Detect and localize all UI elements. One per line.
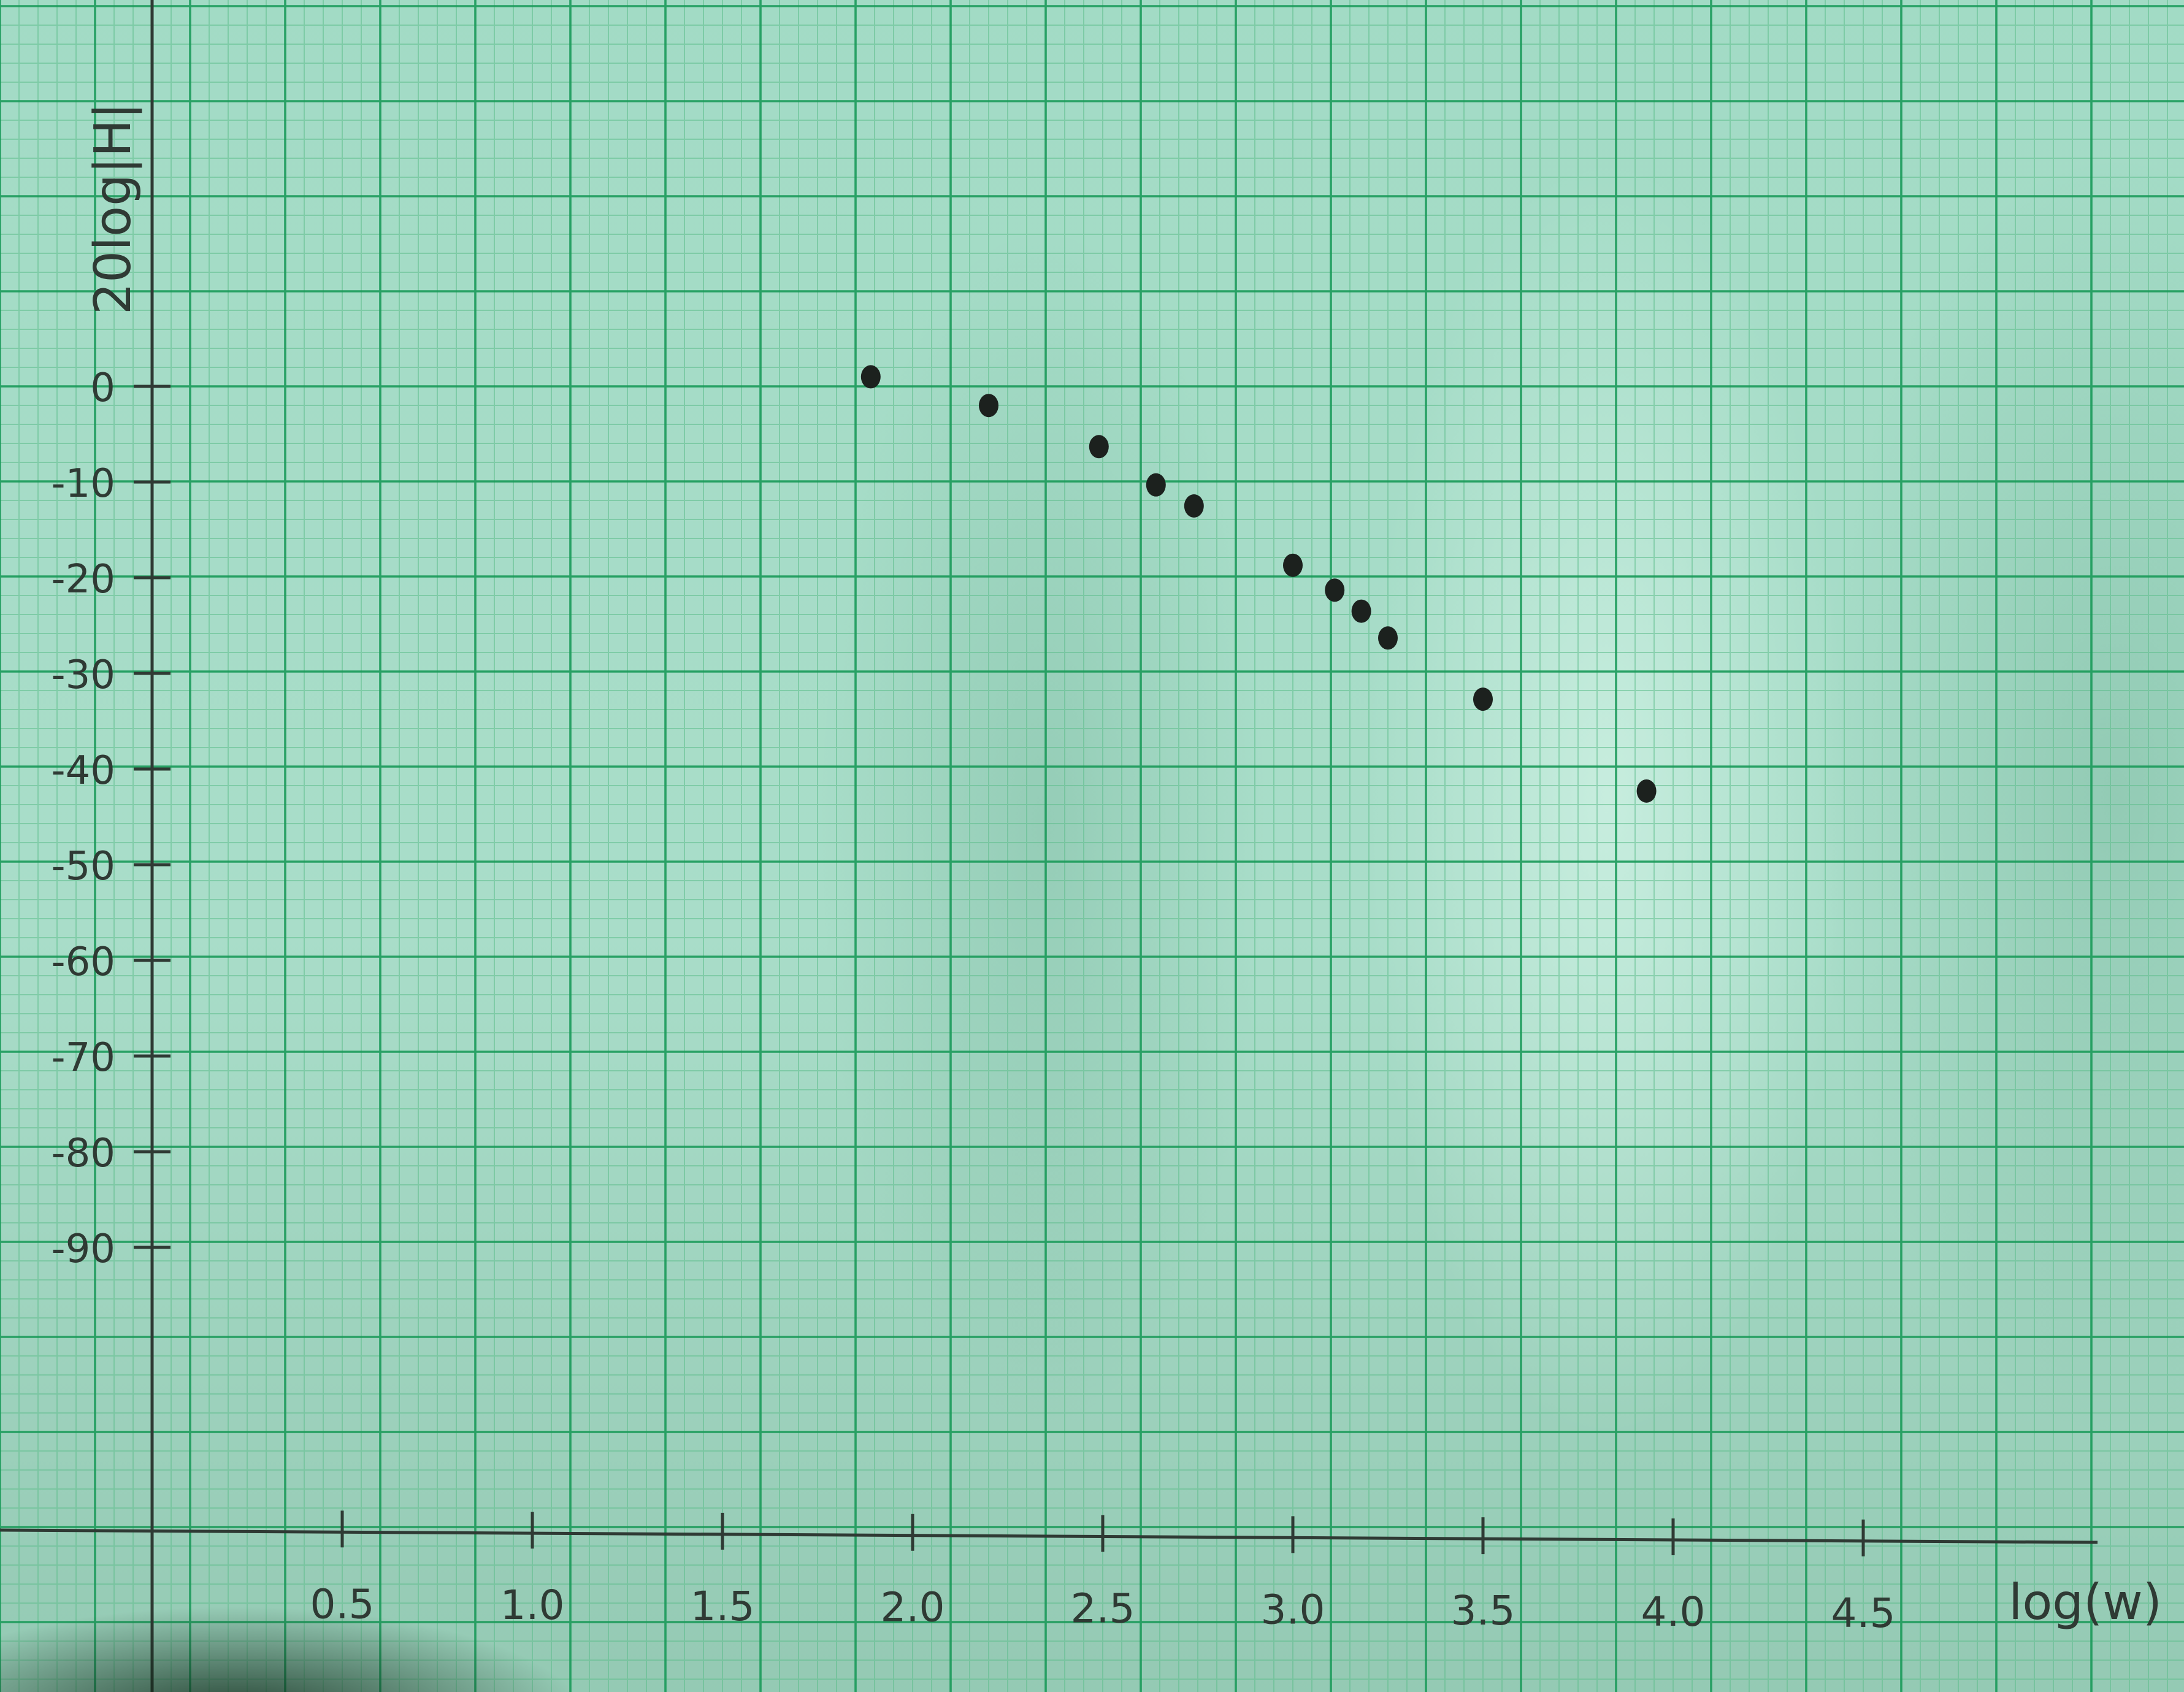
data-point (1184, 494, 1204, 518)
y-tick-label: -30 (51, 653, 115, 698)
y-tick-label: -20 (51, 557, 115, 602)
data-point (1473, 687, 1493, 711)
y-tick-label: -60 (51, 940, 115, 985)
data-point (1636, 779, 1657, 803)
x-tick-label: 2.0 (881, 1584, 945, 1631)
data-points (860, 365, 1657, 803)
data-point (860, 365, 881, 389)
y-tick-label: 0 (90, 366, 115, 411)
y-tick-label: -90 (51, 1227, 115, 1272)
y-tick-label: -80 (51, 1131, 115, 1176)
data-point (1378, 626, 1398, 650)
x-tick-label: 4.5 (1831, 1590, 1896, 1637)
data-point (1325, 578, 1345, 602)
y-axis-title: 20log|H| (84, 102, 142, 315)
y-tick-label: -40 (51, 748, 115, 794)
y-tick-label: -50 (51, 844, 115, 889)
y-tick-label: -10 (51, 461, 115, 507)
data-point (1283, 553, 1303, 577)
data-point (1146, 473, 1166, 497)
x-axis-title: log(w) (2009, 1574, 2162, 1631)
photo-shadow (0, 1533, 613, 1692)
x-tick-label: 2.5 (1071, 1585, 1135, 1633)
x-axis-line (0, 1528, 2098, 1544)
data-point (1351, 599, 1371, 623)
x-tick-label: 3.5 (1451, 1587, 1515, 1634)
axes (0, 0, 2098, 1692)
x-tick-label: 4.0 (1641, 1588, 1706, 1636)
data-point (979, 394, 998, 418)
x-tick-label: 1.5 (691, 1583, 755, 1630)
data-point (1089, 435, 1109, 459)
axis-ticks: 0-10-20-30-40-50-60-70-80-900.51.01.52.0… (51, 366, 1895, 1637)
x-tick-label: 3.0 (1261, 1586, 1325, 1633)
y-tick-label: -70 (51, 1035, 115, 1081)
axis-labels: 20log|H| log(w) (84, 102, 2162, 1631)
